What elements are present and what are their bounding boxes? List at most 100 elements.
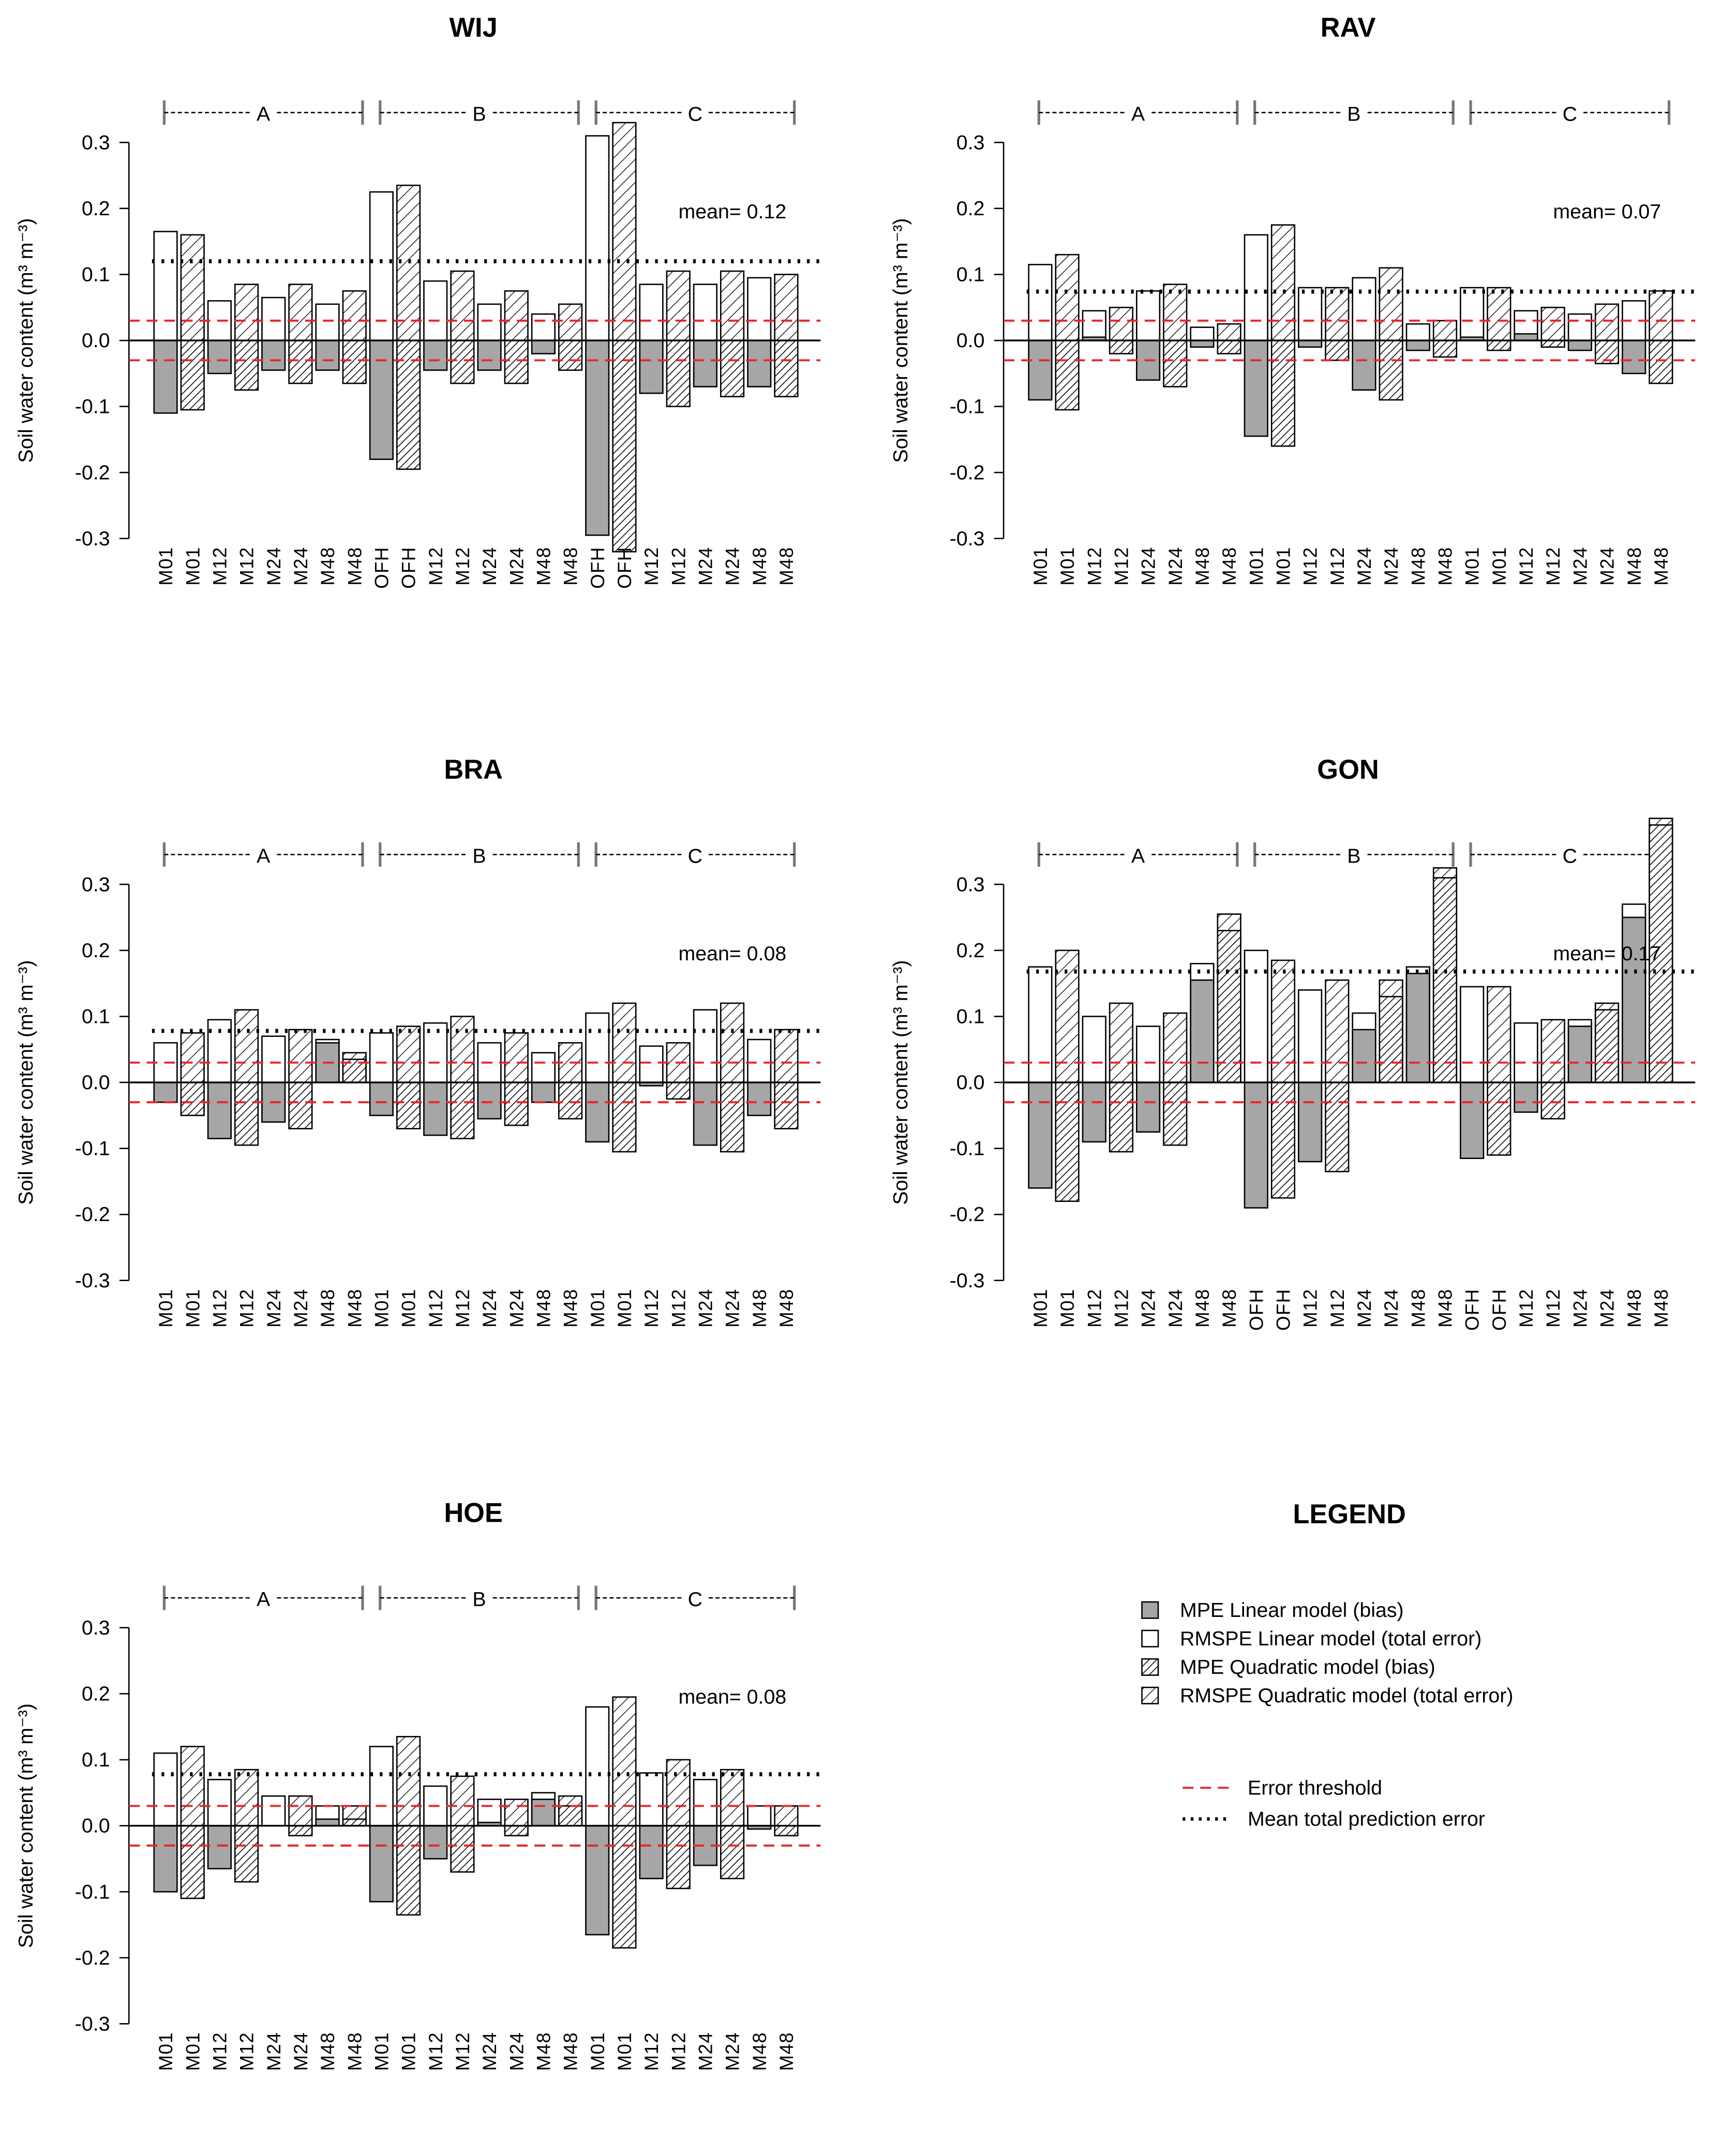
rmspe-bar [1325,287,1350,341]
x-tick-label: OFH [371,546,393,588]
rmspe-bar [315,303,340,341]
y-tick-label: -0.2 [75,461,110,484]
x-tick-label: M48 [533,546,555,585]
mpe-bar [423,339,448,371]
x-tick-label: M48 [1408,1288,1429,1327]
mpe-bar [477,1081,502,1120]
x-tick-label: M48 [317,1288,338,1327]
x-tick-label: M01 [1030,546,1051,585]
mpe-bar [315,339,340,371]
rmspe-bar [612,1696,637,1826]
mpe-bar [1487,1081,1511,1156]
mpe-bar [612,339,637,553]
x-tick-label: OFH [614,546,635,588]
y-tick-label: -0.3 [950,1269,985,1292]
mpe-bar [153,1081,178,1103]
rmspe-bar [774,1029,799,1083]
x-tick-label: M01 [371,2032,393,2071]
rmspe-bar [720,1769,745,1826]
rmspe-bar [1190,326,1215,341]
x-tick-label: M48 [560,2032,581,2071]
y-axis-label: Soil water content (m³ m⁻³) [14,218,37,463]
rmspe-bar [666,1759,691,1826]
y-tick-label: -0.1 [950,395,985,418]
x-tick-label: M12 [236,546,258,585]
mpe-bar [288,1825,313,1837]
x-tick-label: M01 [1246,546,1267,585]
mpe-bar [1298,1081,1323,1163]
mpe-bar [1379,996,1403,1083]
x-tick-label: M48 [1651,1288,1672,1327]
mpe-bar [396,1825,421,1916]
y-tick-label: 0.1 [82,1748,110,1771]
x-tick-label: M48 [560,546,581,585]
x-tick-label: M01 [182,2032,203,2071]
mpe-bar [1270,339,1296,447]
x-tick-label: M24 [1381,546,1402,585]
y-tick-label: 0.2 [82,1683,110,1705]
mpe-bar [1163,1081,1188,1146]
mpe-bar [558,1081,583,1120]
mean-label: mean= 0.08 [678,942,786,965]
rmspe-bar [1163,284,1188,341]
rmspe-bar [612,1002,637,1083]
y-tick-label: -0.1 [75,1880,110,1903]
x-tick-label: M12 [1084,1288,1105,1327]
group-label: B [1347,844,1360,867]
mpe-bar [369,1081,394,1117]
rmspe-bar [639,284,664,341]
x-tick-label: M01 [1273,546,1294,585]
rmspe-bar [369,1032,394,1083]
x-tick-label: M48 [1651,546,1672,585]
y-tick-label: -0.2 [950,461,985,484]
mpe-bar [612,1825,637,1949]
y-tick-label: 0.3 [82,873,110,896]
legend-entry: Mean total prediction error [1248,1808,1485,1831]
mpe-bar [234,339,259,391]
mpe-bar [180,1825,205,1899]
panel: RAV Soil water content (m³ m⁻³) 0.3 0.2 0.1 0… [889,13,1696,586]
mpe-bar [558,339,583,371]
x-tick-label: M24 [263,1288,285,1327]
mpe-bar [342,1818,367,1826]
x-tick-label: M24 [479,2032,500,2071]
rmspe-bar [1082,310,1106,341]
group-label: C [688,844,702,867]
x-tick-label: M48 [1435,546,1456,585]
rmspe-bar [1460,287,1485,341]
group-label: C [688,102,702,125]
rmspe-bar [504,1799,529,1826]
x-tick-label: M12 [1543,546,1564,585]
x-tick-label: M24 [290,2032,311,2071]
legend-entry: RMSPE Linear model (total error) [1180,1627,1481,1650]
x-tick-label: M48 [344,546,365,585]
group-label: C [1563,844,1577,867]
group-label: A [1131,844,1145,867]
x-tick-label: M48 [1624,546,1645,585]
x-tick-label: M48 [1192,546,1213,585]
x-tick-label: M12 [1516,546,1537,585]
mpe-bar [666,1825,691,1890]
rmspe-bar [747,1038,772,1083]
x-tick-label: M01 [1489,546,1510,585]
x-tick-label: M12 [452,546,473,585]
group-label: C [688,1588,702,1611]
mpe-bar [153,339,178,414]
mpe-bar [1244,1081,1268,1209]
rmspe-bar [1109,1002,1134,1083]
rmspe-bar [720,270,745,341]
mpe-bar [612,1081,637,1153]
mpe-bar [1405,973,1430,1083]
x-tick-label: M24 [722,546,743,585]
mpe-bar [1109,339,1134,354]
mpe-bar [1217,930,1241,1083]
panel: HOE Soil water content (m³ m⁻³) 0.3 0.2 0.1 0… [14,1498,821,2071]
rmspe-bar [1352,277,1376,341]
x-tick-label: M12 [641,1288,662,1327]
legend-swatch [1141,1658,1159,1676]
mpe-bar [585,1825,610,1936]
x-tick-label: M01 [371,1288,393,1327]
y-tick-label: -0.2 [75,1947,110,1969]
x-tick-label: M48 [749,2032,770,2071]
